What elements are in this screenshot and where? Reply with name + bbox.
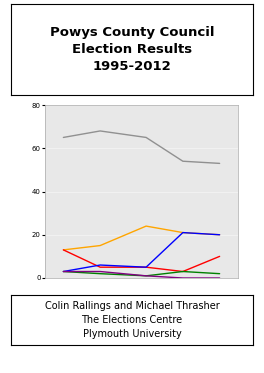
Text: Colin Rallings and Michael Thrasher
The Elections Centre
Plymouth University: Colin Rallings and Michael Thrasher The … (45, 301, 219, 339)
Text: Powys County Council
Election Results
1995-2012: Powys County Council Election Results 19… (50, 26, 214, 73)
